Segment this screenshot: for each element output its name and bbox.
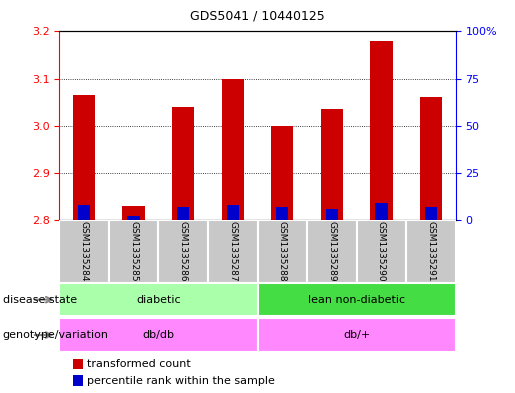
Text: GSM1335289: GSM1335289 [328,221,336,282]
Bar [59,318,258,352]
Bar [227,205,239,220]
Bar [425,207,437,220]
Bar [271,126,294,220]
Bar [127,216,140,220]
Bar [208,220,258,283]
Text: diabetic: diabetic [136,295,181,305]
Bar [59,220,109,283]
Bar [59,283,258,316]
Text: GSM1335284: GSM1335284 [79,221,89,282]
Bar [258,318,456,352]
Bar [406,220,456,283]
Text: disease state: disease state [3,295,77,305]
Text: GSM1335291: GSM1335291 [426,221,436,282]
Bar [321,109,343,220]
Bar [325,209,338,220]
Text: percentile rank within the sample: percentile rank within the sample [88,376,275,386]
Bar [258,283,456,316]
Bar [177,207,190,220]
Bar [74,375,83,386]
Text: transformed count: transformed count [88,359,191,369]
Text: GSM1335285: GSM1335285 [129,221,138,282]
Text: GSM1335290: GSM1335290 [377,221,386,282]
Text: GSM1335288: GSM1335288 [278,221,287,282]
Text: GSM1335286: GSM1335286 [179,221,187,282]
Bar [307,220,356,283]
Text: lean non-diabetic: lean non-diabetic [308,295,405,305]
Bar [221,79,244,220]
Bar [258,220,307,283]
Text: GSM1335287: GSM1335287 [228,221,237,282]
Bar [73,95,95,220]
Text: genotype/variation: genotype/variation [3,330,109,340]
Text: db/+: db/+ [343,330,370,340]
Bar [123,206,145,220]
Text: db/db: db/db [142,330,175,340]
Bar [109,220,158,283]
Bar [74,359,83,369]
Text: GDS5041 / 10440125: GDS5041 / 10440125 [190,10,325,23]
Bar [158,220,208,283]
Bar [356,220,406,283]
Bar [420,97,442,220]
Bar [276,207,288,220]
Bar [78,205,90,220]
Bar [370,41,392,220]
Bar [375,203,388,220]
Bar [172,107,194,220]
